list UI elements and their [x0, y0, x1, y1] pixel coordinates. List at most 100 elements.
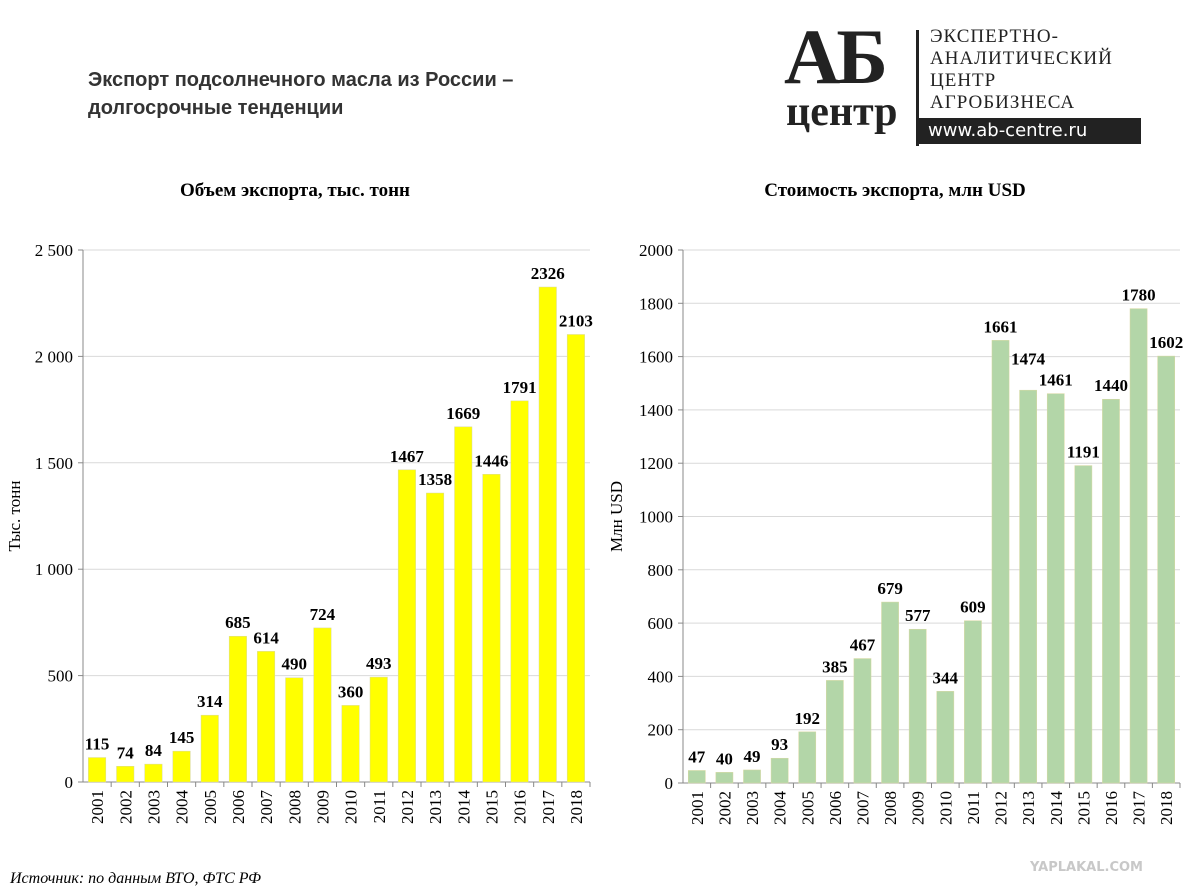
chart2-data-label-2003: 49: [744, 747, 761, 766]
chart1-x-tick-label: 2001: [88, 790, 107, 824]
watermark: YAPLAKAL.COM: [1030, 860, 1143, 875]
chart2-data-label-2001: 47: [688, 747, 706, 766]
chart1-bar-2001: [88, 757, 107, 783]
chart2-data-label-2009: 577: [905, 606, 931, 625]
chart2-y-tick-label: 200: [648, 721, 674, 740]
chart1-bar-2015: [482, 474, 501, 783]
page-title: Экспорт подсолнечного масла из России – …: [88, 66, 513, 122]
chart2-bar-2009: [908, 628, 927, 784]
chart1-data-label-2007: 614: [253, 628, 279, 647]
chart2-x-tick-label: 2003: [743, 791, 762, 825]
chart2-data-label-2011: 609: [960, 598, 986, 617]
logo-text: ЭКСПЕРТНО- АНАЛИТИЧЕСКИЙ ЦЕНТР АГРОБИЗНЕ…: [930, 26, 1113, 114]
logo-line-2: АНАЛИТИЧЕСКИЙ: [930, 48, 1113, 69]
chart2-data-label-2006: 385: [822, 657, 848, 676]
chart1-data-label-2002: 74: [117, 743, 135, 762]
chart1-x-tick-label: 2007: [257, 790, 276, 825]
chart2-bar-2006: [826, 680, 844, 784]
chart1-data-label-2018: 2103: [559, 311, 593, 330]
chart1-y-tick-label: 1 500: [35, 454, 73, 473]
chart2-x-tick-label: 2015: [1074, 791, 1093, 825]
chart2-bar-2008: [881, 601, 899, 784]
chart2-bar-2011: [964, 620, 982, 784]
chart2-bar-2005: [798, 731, 817, 784]
chart1-x-tick-label: 2002: [116, 790, 135, 824]
chart1-x-tick-label: 2015: [482, 790, 501, 824]
chart1-x-tick-label: 2008: [285, 790, 304, 824]
chart2-x-tick-label: 2018: [1157, 791, 1176, 825]
chart1-bar-2002: [116, 766, 135, 783]
chart2-x-tick-label: 2013: [1019, 791, 1038, 825]
chart1-x-tick-label: 2013: [426, 790, 445, 824]
chart1-bar-2003: [144, 763, 163, 783]
chart2-data-label-2010: 344: [933, 668, 959, 687]
chart2-bar-2001: [687, 770, 706, 784]
chart2-bar-2003: [743, 769, 761, 784]
ab-centre-logo: АБ центр ЭКСПЕРТНО- АНАЛИТИЧЕСКИЙ ЦЕНТР …: [780, 18, 1145, 148]
chart1-data-label-2014: 1669: [446, 404, 480, 423]
chart2-bar-2018: [1157, 355, 1176, 784]
chart2-y-tick-label: 2000: [639, 241, 673, 260]
chart1-title: Объем экспорта, тыс. тонн: [180, 180, 410, 201]
chart2-data-label-2016: 1440: [1094, 376, 1128, 395]
chart2-x-tick-label: 2014: [1047, 791, 1066, 826]
chart2-x-tick-label: 2002: [715, 791, 734, 825]
chart1-bar-2014: [454, 426, 473, 783]
chart1-y-axis-label: Тыс. тонн: [5, 481, 24, 552]
chart2-x-tick-label: 2008: [881, 791, 900, 825]
chart2-y-tick-label: 1200: [639, 454, 673, 473]
chart1-bar-2006: [228, 635, 247, 783]
logo-mark-sub: центр: [786, 89, 898, 135]
chart2-data-label-2018: 1602: [1149, 333, 1183, 352]
chart2-bar-2010: [936, 691, 955, 784]
chart1-bar-2018: [566, 334, 585, 783]
chart1-data-label-2005: 314: [197, 692, 223, 711]
chart1-data-label-2003: 84: [145, 741, 163, 760]
chart2-x-tick-label: 2011: [964, 791, 983, 824]
chart1-x-tick-label: 2012: [398, 790, 417, 824]
chart2-bar-2012: [991, 340, 1010, 784]
chart1-bar-2011: [369, 676, 388, 783]
chart2-y-tick-label: 1800: [639, 294, 673, 313]
chart1-bar-2010: [341, 705, 360, 783]
chart1-x-tick-label: 2010: [342, 790, 361, 824]
chart1-data-label-2015: 1446: [474, 451, 508, 470]
logo-line-1: ЭКСПЕРТНО-: [930, 26, 1059, 47]
logo-url: www.ab-centre.ru: [918, 118, 1141, 144]
chart1-data-label-2004: 145: [169, 728, 195, 747]
chart2-bar-2017: [1129, 308, 1148, 784]
chart2-y-tick-label: 600: [648, 614, 674, 633]
chart2-y-tick-label: 400: [648, 667, 674, 686]
chart2-y-tick-label: 0: [665, 774, 674, 793]
chart1-y-tick-label: 2 500: [35, 241, 73, 260]
chart1-bar-2017: [538, 286, 557, 783]
source-note: Источник: по данным ВТО, ФТС РФ: [10, 870, 261, 887]
chart2-data-label-2014: 1461: [1039, 371, 1073, 390]
chart2-data-label-2005: 192: [795, 709, 821, 728]
chart1-data-label-2013: 1358: [418, 470, 452, 489]
chart2-y-tick-label: 1400: [639, 401, 673, 420]
chart1-bar-2013: [426, 492, 445, 783]
chart1-data-label-2008: 490: [282, 655, 308, 674]
chart2-bar-2014: [1046, 393, 1065, 784]
title-line-1: Экспорт подсолнечного масла из России –: [88, 69, 514, 91]
logo-line-3: ЦЕНТР: [930, 70, 997, 91]
chart2-data-label-2017: 1780: [1122, 286, 1156, 305]
chart2-title: Стоимость экспорта, млн USD: [764, 180, 1026, 201]
chart1-bar-2016: [510, 400, 529, 783]
chart1-data-label-2006: 685: [225, 613, 251, 632]
chart1-x-tick-label: 2016: [511, 790, 530, 824]
chart2-x-tick-label: 2016: [1102, 791, 1121, 825]
chart1-data-label-2011: 493: [366, 654, 392, 673]
chart1-bar-2012: [397, 469, 416, 783]
chart1-x-tick-label: 2009: [313, 790, 332, 824]
chart1-data-label-2012: 1467: [390, 447, 425, 466]
chart2-x-tick-label: 2017: [1130, 791, 1149, 826]
chart1-bar-2005: [200, 714, 219, 783]
chart2-data-label-2002: 40: [716, 749, 733, 768]
chart1-x-tick-label: 2017: [539, 790, 558, 825]
logo-line-4: АГРОБИЗНЕСА: [930, 92, 1076, 113]
chart2-data-label-2013: 1474: [1011, 350, 1046, 369]
chart2-y-tick-label: 1600: [639, 348, 673, 367]
